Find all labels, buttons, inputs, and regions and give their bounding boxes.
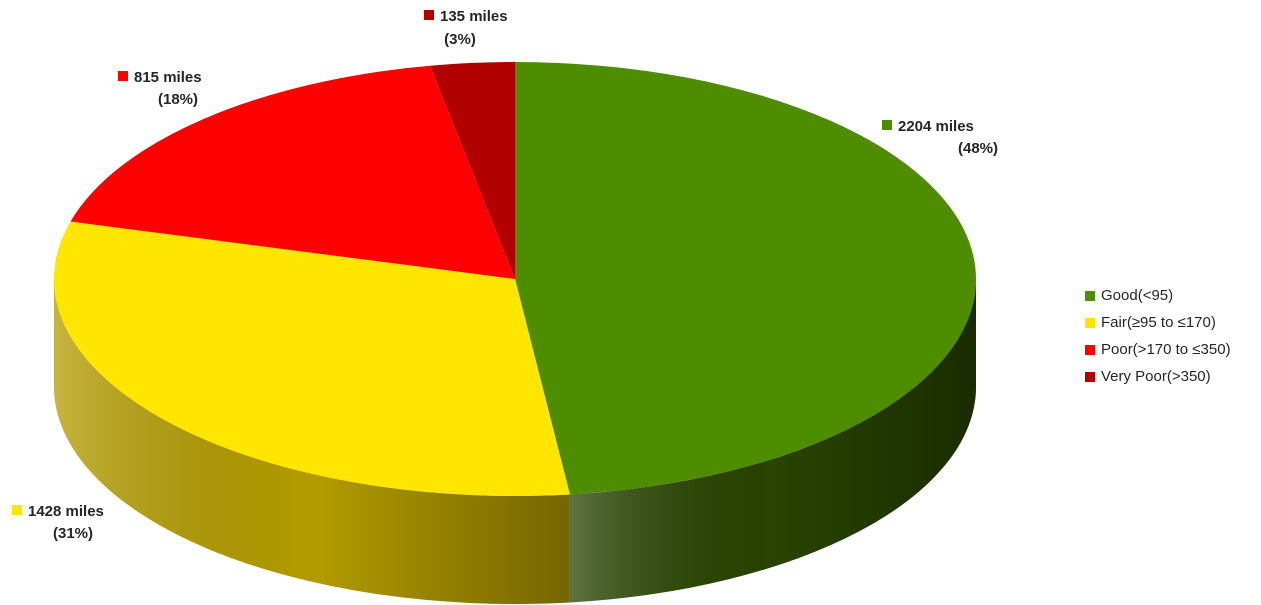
- data-label-swatch-good: [882, 120, 892, 130]
- legend-item-good: Good(<95): [1085, 282, 1231, 309]
- legend-swatch-fair: [1085, 317, 1095, 328]
- data-label-percent-good: (48%): [958, 140, 998, 157]
- data-label-value-poor: 815 miles: [134, 69, 202, 86]
- legend-label-fair: Fair(≥95 to ≤170): [1101, 314, 1216, 331]
- data-label-swatch-very-poor: [424, 10, 434, 20]
- slice-side-shade-fair: [54, 279, 570, 604]
- slice-fair: [54, 221, 570, 496]
- data-label-percent-very-poor: (3%): [444, 31, 476, 48]
- slice-side-shade-good: [569, 279, 976, 603]
- legend-swatch-good: [1085, 290, 1095, 301]
- legend-item-poor: Poor(>170 to ≤350): [1085, 336, 1231, 363]
- legend-swatch-very-poor: [1085, 371, 1095, 382]
- legend-item-very-poor: Very Poor(>350): [1085, 363, 1231, 390]
- data-label-value-fair: 1428 miles: [28, 503, 104, 520]
- data-label-value-good: 2204 miles: [898, 118, 974, 135]
- data-label-swatch-fair: [12, 505, 22, 515]
- legend-label-good: Good(<95): [1101, 287, 1174, 304]
- slice-poor: [70, 65, 515, 280]
- legend: Good(<95) Fair(≥95 to ≤170) Poor(>170 to…: [1085, 282, 1231, 390]
- legend-item-fair: Fair(≥95 to ≤170): [1085, 309, 1231, 336]
- data-label-value-very-poor: 135 miles: [440, 8, 508, 25]
- slice-good: [515, 62, 977, 495]
- legend-label-very-poor: Very Poor(>350): [1101, 368, 1211, 385]
- legend-swatch-poor: [1085, 344, 1095, 355]
- legend-label-poor: Poor(>170 to ≤350): [1101, 341, 1231, 358]
- slice-very-poor: [430, 62, 515, 279]
- data-label-percent-poor: (18%): [158, 91, 198, 108]
- data-label-swatch-poor: [118, 71, 128, 81]
- data-label-percent-fair: (31%): [53, 525, 93, 542]
